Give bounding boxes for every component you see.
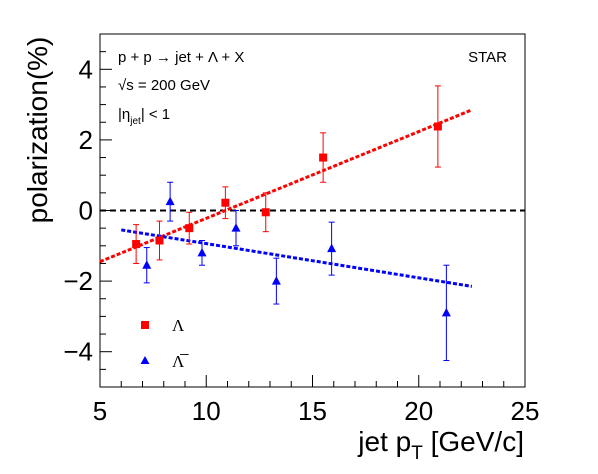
axes: 5 10 15 20 25 −4 −2 0 2 4 [63, 33, 540, 426]
fit-lines [99, 108, 473, 288]
lambda-marker [261, 208, 270, 217]
lambda-marker [433, 122, 442, 131]
antilambda-point [327, 221, 337, 276]
antilambda-marker [271, 276, 281, 285]
y-tick-label: 4 [79, 54, 93, 84]
antilambda-marker [327, 243, 337, 253]
lambda-fit-line [99, 108, 473, 264]
data-points [132, 85, 451, 362]
antilambda-marker [165, 196, 175, 206]
lambda-point [155, 220, 164, 261]
lambda-point [433, 85, 442, 168]
sqrt-s-label: √s = 200 GeV [118, 77, 210, 94]
lambda-point [261, 192, 270, 233]
x-tick-label: 5 [93, 396, 107, 426]
eta-label: |ηjet| < 1 [118, 106, 170, 127]
y-tick-label: 0 [79, 196, 93, 226]
antilambda-fit-line [121, 228, 473, 288]
x-tick-label: 15 [298, 396, 327, 426]
antilambda-marker [197, 247, 207, 257]
process-label: p + p → jet + Λ + X [118, 49, 244, 66]
lambda-point [132, 224, 141, 264]
lambda-marker [221, 198, 230, 207]
antilambda-point [231, 210, 241, 247]
x-axis-title: jet pT [GeV/c] [357, 426, 524, 464]
x-axis-title-subscript: T [411, 443, 423, 464]
antilambda-point [197, 240, 207, 266]
y-tick-label: 2 [79, 125, 93, 155]
eta-subscript: jet [129, 116, 141, 127]
y-tick-label: −4 [63, 337, 93, 367]
antilambda-marker [231, 223, 241, 232]
lambda-marker [185, 224, 194, 233]
sqrt-symbol: √ [118, 77, 127, 94]
x-tick-label: 20 [404, 396, 433, 426]
y-tick-label: −2 [63, 266, 93, 296]
eta-open: |η [118, 106, 130, 123]
antilambda-point [142, 247, 152, 284]
eta-close: | < 1 [141, 106, 170, 123]
lambda-point [185, 211, 194, 245]
legend-label-antilambda: Λ̅ [172, 352, 189, 371]
legend-marker-antilambda [140, 356, 150, 364]
x-tick-label: 25 [511, 396, 540, 426]
legend-label-lambda: Λ [172, 316, 185, 335]
antilambda-point [271, 257, 281, 305]
lambda-point [221, 186, 230, 220]
lambda-marker [132, 240, 141, 249]
legend: Λ Λ̅ [140, 316, 189, 371]
sqrt-s-value: s = 200 GeV [126, 77, 210, 94]
y-axis-title: polarization(%) [22, 37, 53, 224]
annotations: p + p → jet + Λ + X √s = 200 GeV |ηjet| … [118, 49, 507, 127]
antilambda-marker [142, 260, 152, 269]
lambda-marker [319, 153, 328, 162]
antilambda-marker [441, 307, 451, 317]
lambda-marker [155, 236, 164, 245]
legend-marker-lambda [141, 321, 149, 329]
x-axis-title-main: jet p [357, 426, 411, 457]
antilambda-point [165, 181, 175, 222]
lambda-point [319, 132, 328, 183]
x-axis-title-unit: [GeV/c] [423, 426, 524, 457]
x-tick-label: 10 [192, 396, 221, 426]
antilambda-point [441, 264, 451, 362]
experiment-label: STAR [468, 49, 507, 66]
